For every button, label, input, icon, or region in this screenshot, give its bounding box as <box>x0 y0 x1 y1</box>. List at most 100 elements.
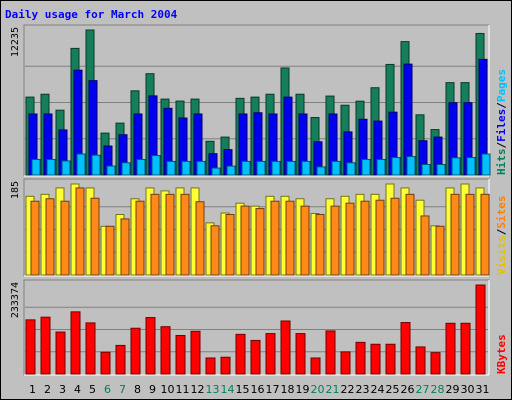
day-label-27: 27 <box>416 383 430 396</box>
day-label-11: 11 <box>176 383 190 396</box>
bar-kbytes-day-7 <box>115 344 126 375</box>
y-max-label: 185 <box>10 181 21 199</box>
bar-pages-day-30 <box>466 157 476 176</box>
bar-pages-day-23 <box>361 158 371 176</box>
bar-sites-day-15 <box>240 205 250 276</box>
day-label-10: 10 <box>161 383 175 396</box>
day-label-21: 21 <box>326 383 340 396</box>
bar-kbytes-day-15 <box>235 333 246 375</box>
day-label-28: 28 <box>431 383 445 396</box>
bar-sites-day-13 <box>210 225 220 276</box>
bar-sites-day-2 <box>45 198 55 276</box>
bar-pages-day-18 <box>286 160 296 176</box>
bar-kbytes-day-6 <box>100 351 111 375</box>
bar-kbytes-day-17 <box>265 333 276 375</box>
legend-entry: Sites <box>495 196 508 229</box>
legend-entry: / <box>495 102 508 109</box>
bar-sites-day-23 <box>360 200 370 276</box>
bar-kbytes-day-10 <box>160 326 171 375</box>
series-legend: KBytes <box>495 334 508 374</box>
bar-pages-day-4 <box>76 153 86 176</box>
bar-pages-day-10 <box>166 160 176 176</box>
bar-sites-day-20 <box>315 214 325 276</box>
bar-sites-day-31 <box>480 193 490 276</box>
bar-kbytes-day-3 <box>55 331 66 375</box>
day-label-24: 24 <box>371 383 385 396</box>
day-label-31: 31 <box>476 383 490 396</box>
bar-kbytes-day-20 <box>310 357 321 375</box>
legend-entry: Pages <box>495 69 508 102</box>
bar-pages-day-25 <box>391 157 401 176</box>
legend-entry: / <box>495 228 508 235</box>
day-label-1: 1 <box>29 383 36 396</box>
bar-sites-day-18 <box>285 200 295 276</box>
legend-entry: Hits <box>495 149 508 176</box>
bar-kbytes-day-16 <box>250 339 261 375</box>
bar-kbytes-day-22 <box>340 351 351 375</box>
bar-sites-day-9 <box>150 193 160 276</box>
day-label-4: 4 <box>74 383 81 396</box>
day-label-22: 22 <box>341 383 355 396</box>
bar-pages-day-15 <box>241 160 251 176</box>
bar-pages-day-29 <box>451 157 461 176</box>
bar-kbytes-day-29 <box>445 322 456 375</box>
bar-kbytes-day-28 <box>430 352 441 375</box>
bar-pages-day-5 <box>91 154 101 176</box>
bar-sites-day-29 <box>450 193 460 276</box>
panel-3: 233374 KBytes <box>10 279 508 376</box>
bar-pages-day-8 <box>136 158 146 176</box>
bar-pages-day-21 <box>331 160 341 176</box>
day-label-29: 29 <box>446 383 460 396</box>
bar-pages-day-24 <box>376 158 386 176</box>
panel-2: 185 Visits/Sites <box>10 178 508 277</box>
bar-kbytes-day-2 <box>40 316 51 375</box>
bar-sites-day-14 <box>225 214 235 276</box>
bar-pages-day-22 <box>346 162 356 176</box>
bar-kbytes-day-24 <box>370 343 381 375</box>
bar-sites-day-27 <box>420 215 430 276</box>
bar-sites-day-12 <box>195 201 205 276</box>
bar-sites-day-17 <box>270 200 280 276</box>
day-label-23: 23 <box>356 383 370 396</box>
bar-sites-day-24 <box>375 199 385 276</box>
bar-kbytes-day-14 <box>220 356 231 375</box>
bar-kbytes-day-13 <box>205 357 216 375</box>
bar-pages-day-27 <box>421 164 431 176</box>
chart-panels: 12235Hits/Files/Pages185Visits/Sites2333… <box>10 24 508 376</box>
legend-entry: Files <box>495 109 508 142</box>
day-label-2: 2 <box>44 383 51 396</box>
day-label-17: 17 <box>266 383 280 396</box>
bar-pages-day-6 <box>106 165 116 176</box>
bar-sites-day-5 <box>90 197 100 276</box>
bar-kbytes-day-21 <box>325 330 336 375</box>
bar-pages-day-17 <box>271 160 281 176</box>
day-label-8: 8 <box>134 383 141 396</box>
bar-kbytes-day-19 <box>295 333 306 375</box>
bar-sites-day-3 <box>60 200 70 276</box>
bar-kbytes-day-12 <box>190 330 201 375</box>
day-label-13: 13 <box>206 383 220 396</box>
bar-pages-day-1 <box>31 158 41 176</box>
legend-entry: Visits <box>495 235 508 275</box>
bar-kbytes-day-5 <box>85 322 96 375</box>
y-max-label: 233374 <box>10 282 21 318</box>
chart-title: Daily usage for March 2004 <box>5 8 178 21</box>
bar-pages-day-2 <box>46 158 56 176</box>
bar-sites-day-30 <box>465 193 475 276</box>
bar-pages-day-26 <box>406 156 416 176</box>
bar-pages-day-20 <box>316 166 326 176</box>
day-label-6: 6 <box>104 383 111 396</box>
bar-kbytes-day-1 <box>25 319 36 375</box>
bar-kbytes-day-23 <box>355 341 366 375</box>
day-label-19: 19 <box>296 383 310 396</box>
bar-kbytes-day-8 <box>130 327 141 375</box>
bar-pages-day-31 <box>481 153 491 176</box>
bar-sites-day-11 <box>180 193 190 276</box>
day-label-12: 12 <box>191 383 205 396</box>
day-label-16: 16 <box>251 383 265 396</box>
day-label-7: 7 <box>119 383 126 396</box>
bar-sites-day-6 <box>105 225 115 276</box>
bar-pages-day-16 <box>256 160 266 176</box>
